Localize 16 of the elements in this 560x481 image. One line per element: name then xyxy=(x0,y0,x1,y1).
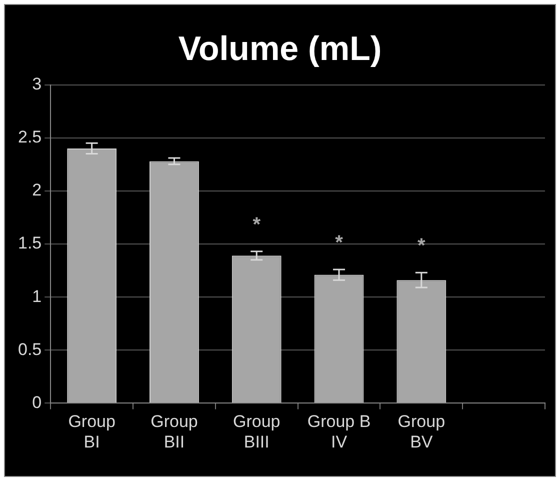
chart-title: Volume (mL) xyxy=(178,30,382,68)
y-tick-label: 2.5 xyxy=(18,128,42,147)
y-tick-label: 0.5 xyxy=(18,340,42,359)
x-tick-label: Group B IV xyxy=(307,412,371,452)
annotation: * xyxy=(252,214,261,236)
x-tick-label: Group BIII xyxy=(232,412,280,452)
y-tick-label: 0 xyxy=(32,392,42,412)
y-tick-label: 1 xyxy=(32,286,42,306)
y-tick-label: 1.5 xyxy=(18,234,42,253)
annotation: * xyxy=(418,235,426,258)
x-tick-label: Group BII xyxy=(150,412,198,452)
y-tick-label: 2 xyxy=(32,180,42,200)
annotation: * xyxy=(335,232,344,254)
x-tick-label: Group BV xyxy=(398,412,446,452)
x-tick-label: Group BI xyxy=(68,412,116,452)
y-tick-label: 3 xyxy=(32,74,42,94)
